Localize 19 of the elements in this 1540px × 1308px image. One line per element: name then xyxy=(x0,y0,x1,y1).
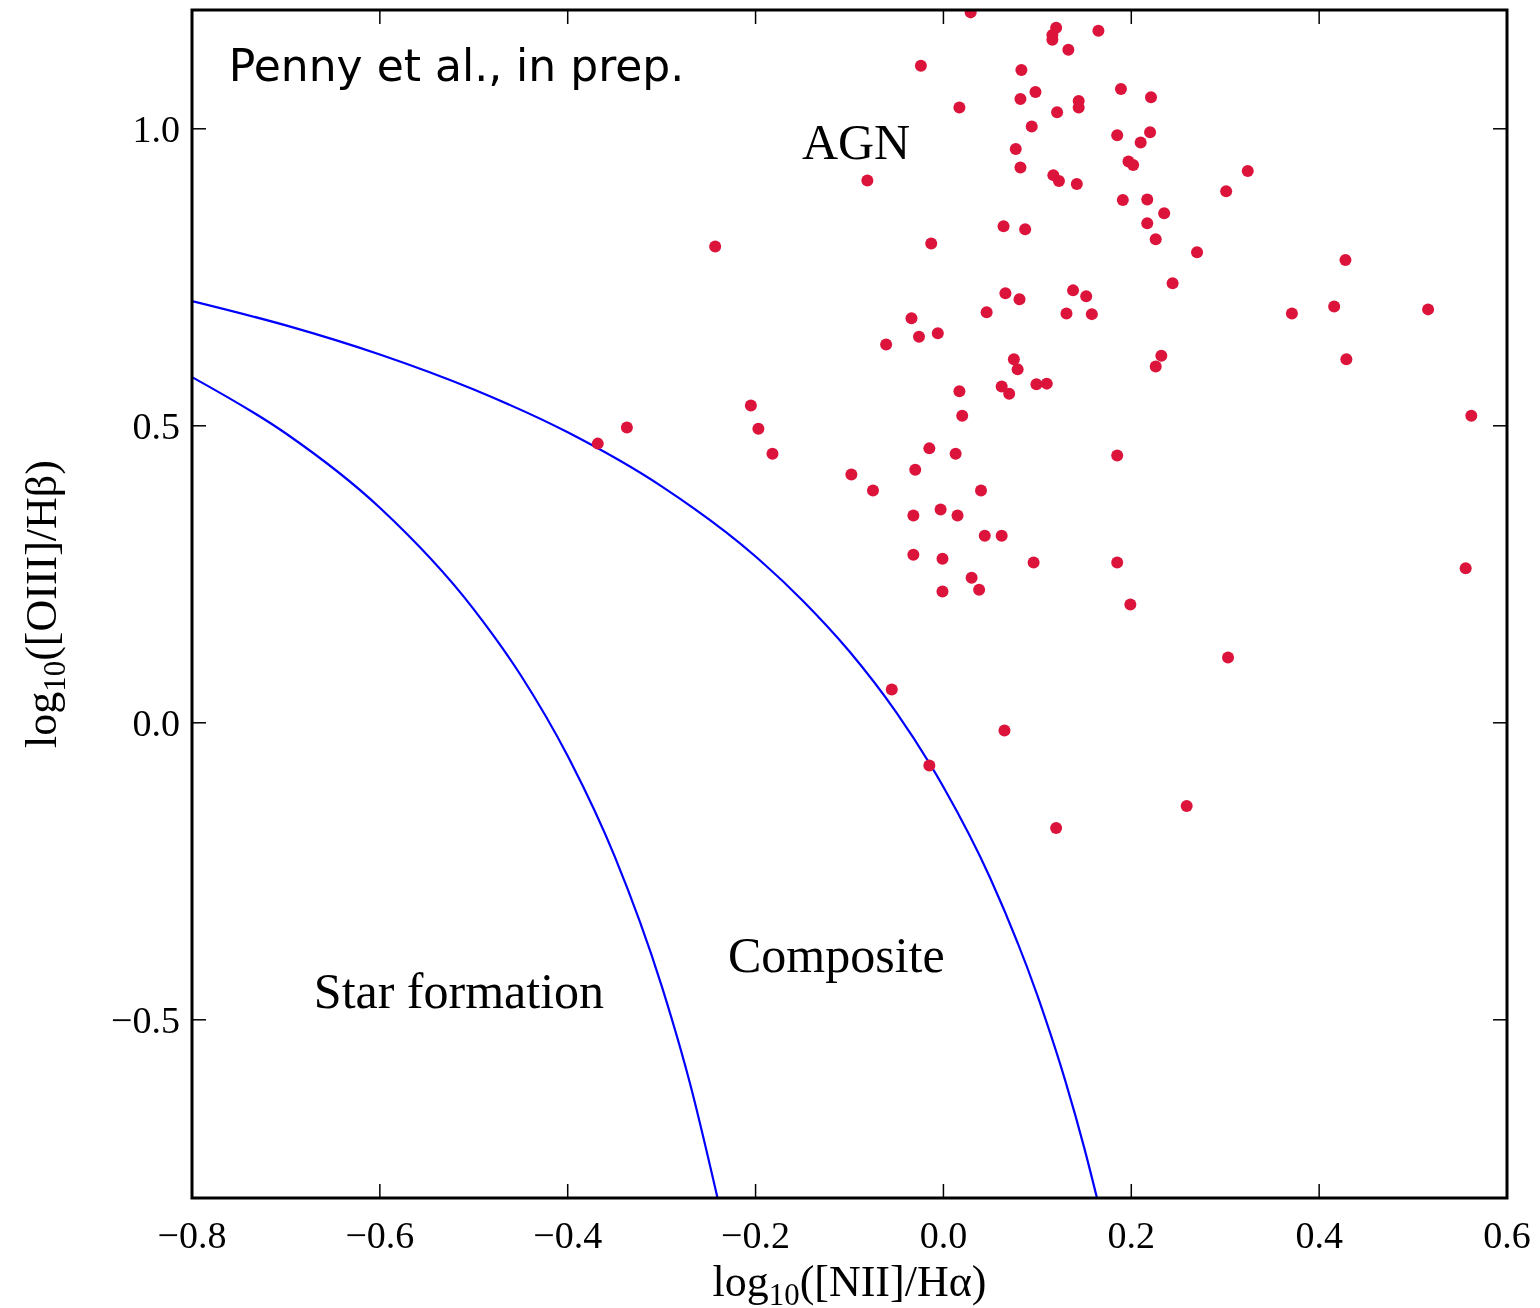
annotation: AGN xyxy=(801,113,911,170)
x-tick-label: −0.8 xyxy=(157,1214,227,1256)
x-tick-label: −0.6 xyxy=(345,1214,415,1256)
y-tick-label: 0.0 xyxy=(132,702,180,745)
x-tick-label: 0.2 xyxy=(1107,1214,1156,1256)
line-series xyxy=(192,375,719,1198)
x-tick-label: −0.4 xyxy=(533,1214,603,1256)
x-tick-label: 0.0 xyxy=(919,1214,968,1256)
x-tick-label: 0.4 xyxy=(1295,1214,1343,1256)
y-tick-label: 1.0 xyxy=(132,108,180,151)
x-tick-label: −0.2 xyxy=(721,1214,791,1256)
x-axis-title: log$_{10}$([NII]/Hα) xyxy=(712,1257,987,1308)
annotation: Composite xyxy=(728,927,945,984)
y-tick-label: −0.5 xyxy=(111,999,180,1042)
x-tick-label: 0.6 xyxy=(1483,1214,1531,1256)
line-series xyxy=(192,299,1099,1198)
annotation: Star formation xyxy=(313,962,605,1019)
y-tick-label: 0.5 xyxy=(132,405,180,448)
annotation: Penny et al., in prep. xyxy=(228,40,685,92)
